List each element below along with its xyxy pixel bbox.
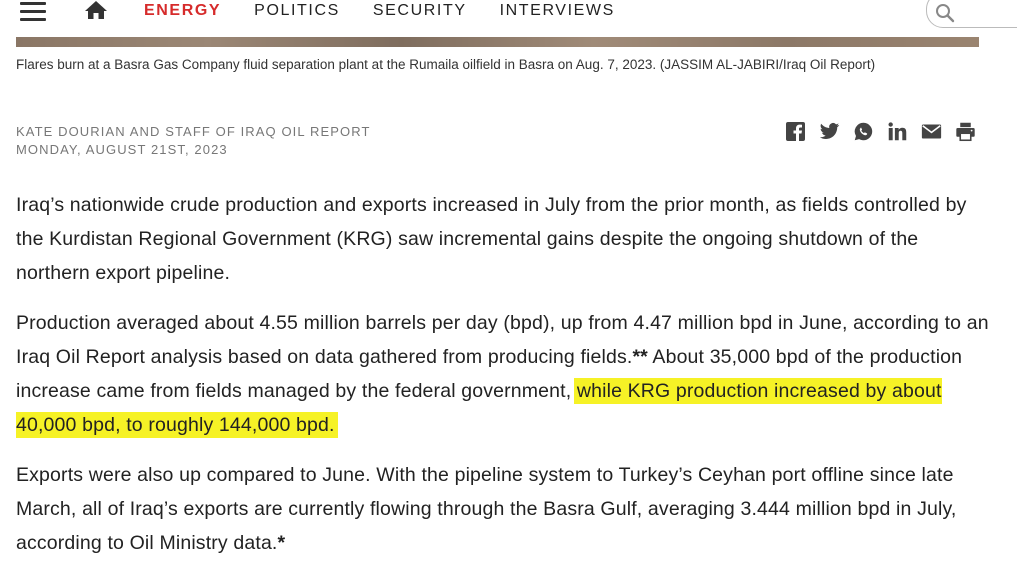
print-icon[interactable] [955, 121, 976, 142]
photo-caption: Flares burn at a Basra Gas Company fluid… [16, 57, 876, 72]
linkedin-icon[interactable] [887, 121, 908, 142]
paragraph-3-text: Exports were also up compared to June. W… [16, 464, 957, 554]
hamburger-icon[interactable] [20, 2, 46, 21]
email-icon[interactable] [921, 121, 942, 142]
paragraph-2: Production averaged about 4.55 million b… [16, 306, 991, 442]
twitter-icon[interactable] [819, 121, 840, 142]
facebook-icon[interactable] [785, 121, 806, 142]
nav-item-politics[interactable]: POLITICS [254, 2, 340, 19]
paragraph-2-text-b: About 35,000 bpd of the production incre… [16, 346, 963, 402]
nav-item-energy[interactable]: ENERGY [144, 2, 222, 19]
search-input[interactable] [926, 0, 1017, 28]
search-icon [936, 4, 955, 23]
paragraph-2-mark: ** [632, 346, 648, 368]
article-photo [16, 37, 979, 47]
paragraph-3: Exports were also up compared to June. W… [16, 458, 991, 560]
paragraph-2-text: Production averaged about 4.55 million b… [16, 312, 989, 368]
home-icon[interactable] [84, 0, 108, 22]
nav-menu: ENERGY POLITICS SECURITY INTERVIEWS [144, 2, 648, 20]
publish-date: MONDAY, AUGUST 21ST, 2023 [16, 142, 228, 157]
top-nav: ENERGY POLITICS SECURITY INTERVIEWS [0, 0, 1017, 30]
byline: KATE DOURIAN AND STAFF OF IRAQ OIL REPOR… [16, 123, 371, 159]
article-body: Iraq’s nationwide crude production and e… [16, 188, 991, 576]
whatsapp-icon[interactable] [853, 121, 874, 142]
paragraph-1: Iraq’s nationwide crude production and e… [16, 194, 967, 284]
nav-item-interviews[interactable]: INTERVIEWS [499, 2, 615, 19]
paragraph-3-mark: * [277, 532, 286, 554]
nav-item-security[interactable]: SECURITY [372, 2, 467, 19]
author: KATE DOURIAN AND STAFF OF IRAQ OIL REPOR… [16, 124, 371, 139]
share-bar [785, 121, 976, 142]
